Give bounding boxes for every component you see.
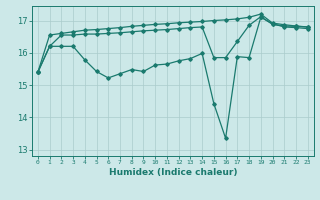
X-axis label: Humidex (Indice chaleur): Humidex (Indice chaleur)	[108, 168, 237, 177]
